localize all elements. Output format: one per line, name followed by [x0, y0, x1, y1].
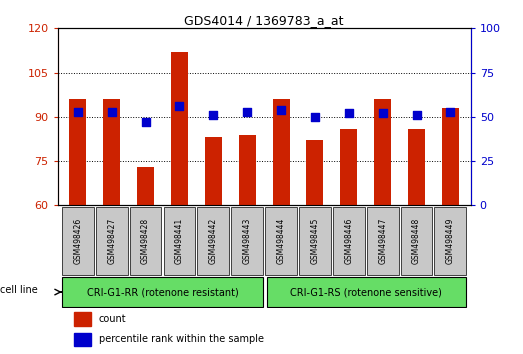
Bar — [401, 207, 433, 275]
Bar — [74, 312, 90, 326]
Point — [243, 109, 252, 114]
Point — [379, 110, 387, 116]
Bar — [130, 207, 162, 275]
Text: GSM498442: GSM498442 — [209, 218, 218, 264]
Text: GSM498426: GSM498426 — [73, 218, 82, 264]
Point — [277, 107, 285, 113]
Point — [209, 112, 218, 118]
Text: GSM498445: GSM498445 — [311, 217, 320, 264]
Bar — [62, 207, 94, 275]
Bar — [374, 99, 391, 205]
Text: CRI-G1-RS (rotenone sensitive): CRI-G1-RS (rotenone sensitive) — [290, 287, 441, 297]
Text: count: count — [99, 314, 127, 324]
Text: GSM498427: GSM498427 — [107, 218, 116, 264]
Bar — [367, 207, 399, 275]
Bar — [96, 207, 128, 275]
Text: GSM498444: GSM498444 — [277, 217, 286, 264]
Text: GSM498446: GSM498446 — [344, 217, 353, 264]
Point — [311, 114, 319, 120]
Bar — [267, 278, 467, 307]
Text: cell line: cell line — [0, 285, 38, 295]
Bar — [442, 108, 459, 205]
Bar — [340, 129, 357, 205]
Point — [108, 109, 116, 114]
Bar — [62, 278, 263, 307]
Text: GSM498448: GSM498448 — [412, 218, 421, 264]
Bar — [171, 52, 188, 205]
Text: GSM498428: GSM498428 — [141, 218, 150, 264]
Text: GSM498441: GSM498441 — [175, 218, 184, 264]
Bar — [408, 129, 425, 205]
Point — [345, 110, 353, 116]
Bar — [238, 135, 256, 205]
Point — [446, 109, 454, 114]
Point — [141, 119, 150, 125]
Bar — [137, 167, 154, 205]
Bar — [265, 207, 297, 275]
Bar — [164, 207, 196, 275]
Bar — [272, 99, 290, 205]
Title: GDS4014 / 1369783_a_at: GDS4014 / 1369783_a_at — [185, 14, 344, 27]
Point — [74, 109, 82, 114]
Bar — [205, 137, 222, 205]
Text: CRI-G1-RR (rotenone resistant): CRI-G1-RR (rotenone resistant) — [87, 287, 238, 297]
Bar — [299, 207, 331, 275]
Bar — [197, 207, 229, 275]
Bar — [306, 141, 323, 205]
Bar — [435, 207, 467, 275]
Point — [412, 112, 420, 118]
Bar — [74, 333, 90, 346]
Text: GSM498443: GSM498443 — [243, 217, 252, 264]
Text: percentile rank within the sample: percentile rank within the sample — [99, 335, 264, 344]
Bar — [70, 99, 86, 205]
Point — [175, 103, 184, 109]
Text: GSM498449: GSM498449 — [446, 217, 455, 264]
Bar — [103, 99, 120, 205]
Bar — [333, 207, 365, 275]
Bar — [231, 207, 263, 275]
Text: GSM498447: GSM498447 — [378, 217, 387, 264]
